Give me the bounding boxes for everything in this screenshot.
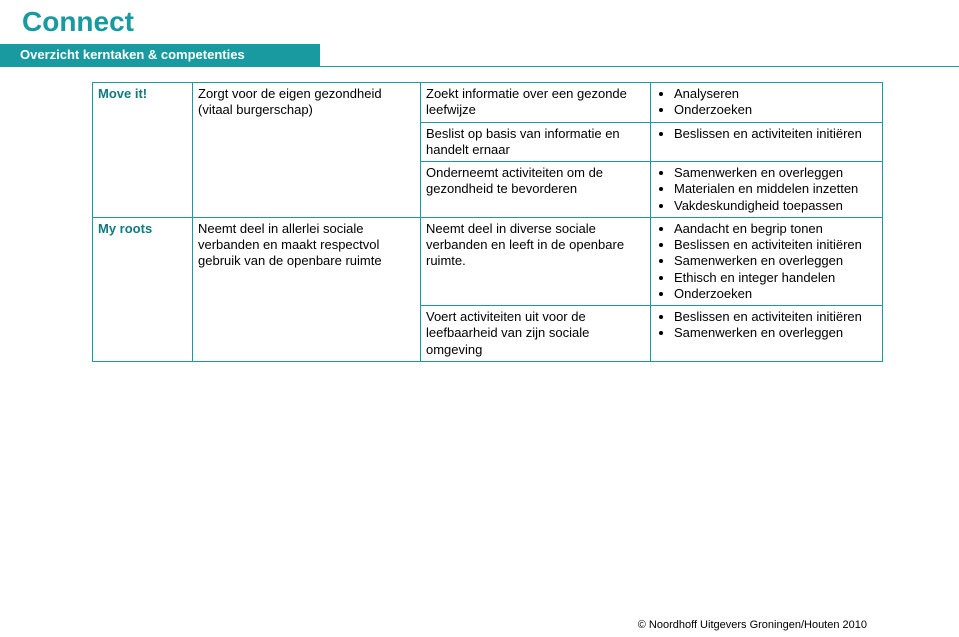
competency-item: Onderzoeken: [674, 286, 877, 302]
werkprocess-cell: Onderneemt activiteiten om de gezondheid…: [421, 162, 651, 218]
page-title: Overzicht kerntaken & competenties: [20, 47, 245, 62]
werkprocess-cell: Voert activiteiten uit voor de leefbaarh…: [421, 306, 651, 362]
competency-item: Beslissen en activiteiten initiëren: [674, 237, 877, 253]
competency-list: Samenwerken en overleggenMaterialen en m…: [656, 165, 877, 214]
divider-line: [0, 66, 959, 67]
werkprocess-cell: Beslist op basis van informatie en hande…: [421, 122, 651, 162]
competenties-cell: Beslissen en activiteiten initiërenSamen…: [651, 306, 883, 362]
competency-list: Aandacht en begrip tonenBeslissen en act…: [656, 221, 877, 302]
competency-item: Vakdeskundigheid toepassen: [674, 198, 877, 214]
kerntaak-cell: Neemt deel in allerlei sociale verbanden…: [193, 217, 421, 361]
table-row: Move it!Zorgt voor de eigen gezondheid (…: [93, 83, 883, 123]
competency-item: Samenwerken en overleggen: [674, 165, 877, 181]
row-label: My roots: [93, 217, 193, 361]
competenties-cell: Samenwerken en overleggenMaterialen en m…: [651, 162, 883, 218]
competency-item: Analyseren: [674, 86, 877, 102]
competency-item: Onderzoeken: [674, 102, 877, 118]
competencies-table-wrap: Move it!Zorgt voor de eigen gezondheid (…: [92, 82, 882, 362]
competenties-cell: Aandacht en begrip tonenBeslissen en act…: [651, 217, 883, 305]
brand-logo: Connect: [22, 6, 134, 38]
competency-item: Ethisch en integer handelen: [674, 270, 877, 286]
kerntaak-cell: Zorgt voor de eigen gezondheid (vitaal b…: [193, 83, 421, 218]
competency-item: Samenwerken en overleggen: [674, 325, 877, 341]
competenties-cell: AnalyserenOnderzoeken: [651, 83, 883, 123]
competencies-table: Move it!Zorgt voor de eigen gezondheid (…: [92, 82, 883, 362]
competency-item: Materialen en middelen inzetten: [674, 181, 877, 197]
row-label: Move it!: [93, 83, 193, 218]
table-row: My rootsNeemt deel in allerlei sociale v…: [93, 217, 883, 305]
competency-list: Beslissen en activiteiten initiërenSamen…: [656, 309, 877, 342]
competency-list: Beslissen en activiteiten initiëren: [656, 126, 877, 142]
werkprocess-cell: Zoekt informatie over een gezonde leefwi…: [421, 83, 651, 123]
footer-copyright: © Noordhoff Uitgevers Groningen/Houten 2…: [638, 619, 867, 631]
werkprocess-cell: Neemt deel in diverse sociale verbanden …: [421, 217, 651, 305]
competency-item: Aandacht en begrip tonen: [674, 221, 877, 237]
competency-item: Samenwerken en overleggen: [674, 253, 877, 269]
page-title-bar: Overzicht kerntaken & competenties: [0, 44, 320, 66]
competency-item: Beslissen en activiteiten initiëren: [674, 309, 877, 325]
competency-list: AnalyserenOnderzoeken: [656, 86, 877, 119]
competency-item: Beslissen en activiteiten initiëren: [674, 126, 877, 142]
competenties-cell: Beslissen en activiteiten initiëren: [651, 122, 883, 162]
